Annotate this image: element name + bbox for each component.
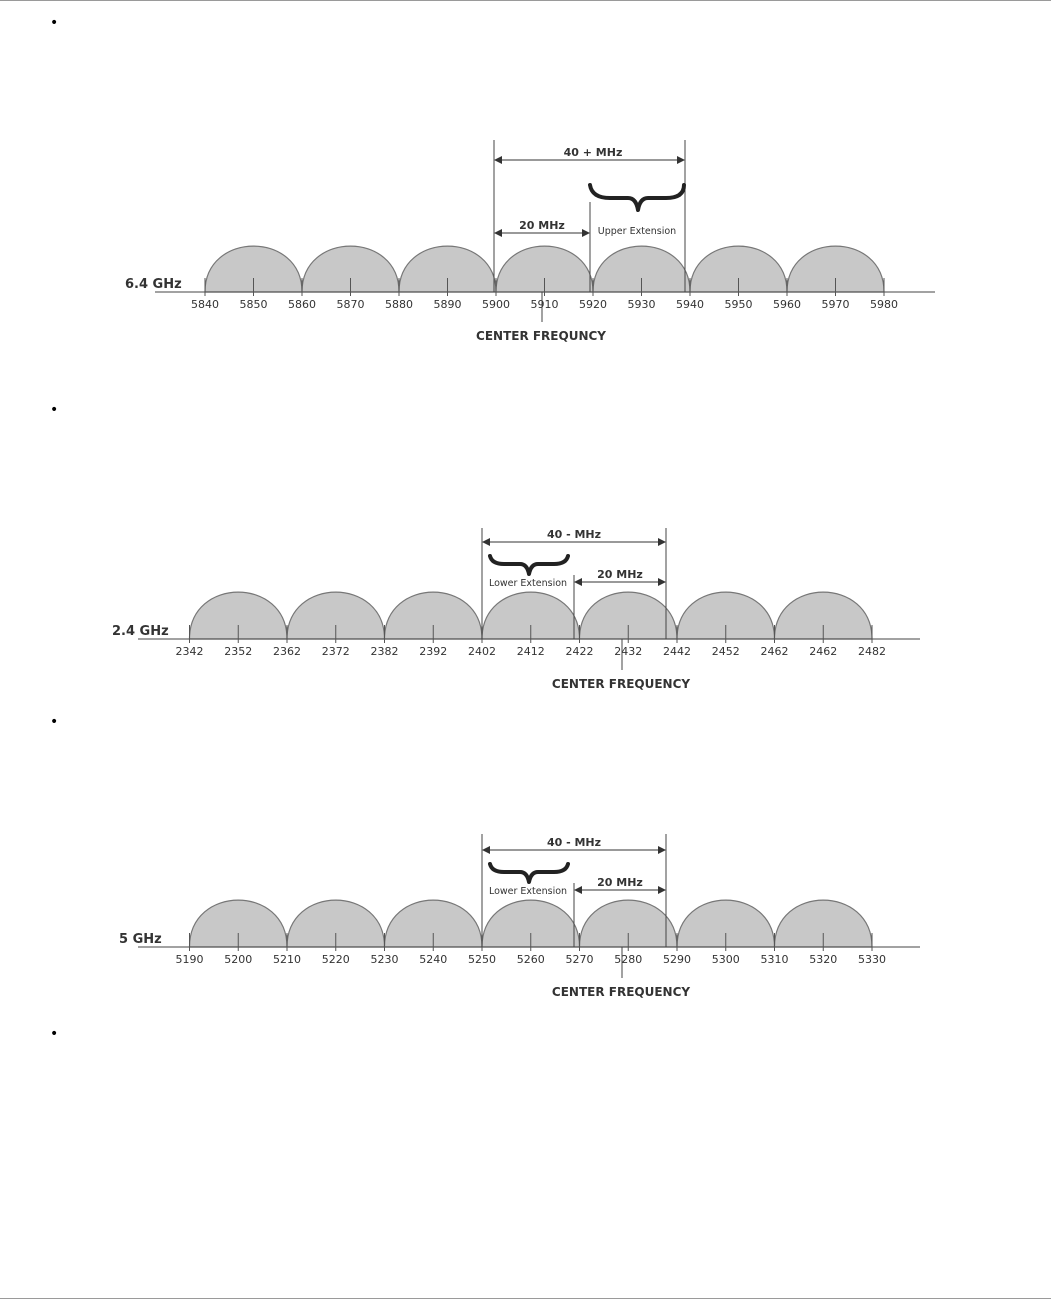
bullet-2: •: [50, 402, 59, 418]
outer-span-label: 40 - MHz: [547, 528, 601, 541]
lower-extension-brace: [488, 862, 570, 884]
tick-label: 5200: [224, 953, 252, 966]
tick-label: 2342: [176, 645, 204, 658]
channel-diagram-2-4-ghz: 2342 2352 2362 2372 2382 2392 2402 2412 2422 2432…: [112, 528, 920, 691]
tick-label: 2462: [761, 645, 789, 658]
tick-label: 5210: [273, 953, 301, 966]
inner-span-arrow: [574, 578, 666, 586]
tick-label: 5980: [870, 298, 898, 311]
channel-dome: [204, 245, 303, 293]
channel-dome: [495, 245, 594, 293]
tick-label: 5910: [531, 298, 559, 311]
channel-dome: [592, 245, 691, 293]
outer-span-arrow: [482, 846, 666, 854]
channel-dome: [383, 591, 483, 640]
tick-label: 5230: [371, 953, 399, 966]
tick-label: 5930: [628, 298, 656, 311]
channel-dome: [773, 899, 873, 948]
tick-label: 2442: [663, 645, 691, 658]
channel-diagram-6-4-ghz: 5840 5850 5860 5870 5880 5890 5900 5910 5920 5930…: [125, 140, 935, 343]
tick-label: 5950: [725, 298, 753, 311]
tick-label: 5270: [566, 953, 594, 966]
tick-label: 5320: [809, 953, 837, 966]
band-label: 5 GHz: [119, 932, 162, 947]
tick-label: 5970: [822, 298, 850, 311]
extension-label: Lower Extension: [489, 578, 567, 589]
bullet-4: •: [50, 1026, 59, 1042]
tick-label: 5920: [579, 298, 607, 311]
upper-extension-brace: [588, 183, 686, 212]
tick-label: 5880: [385, 298, 413, 311]
tick-label: 5250: [468, 953, 496, 966]
extension-label: Upper Extension: [598, 226, 676, 237]
bullet-3: •: [50, 714, 59, 730]
band-label: 2.4 GHz: [112, 624, 169, 639]
channel-dome: [398, 245, 497, 293]
tick-label: 2392: [419, 645, 447, 658]
tick-label: 2402: [468, 645, 496, 658]
tick-label: 5860: [288, 298, 316, 311]
tick-label: 2372: [322, 645, 350, 658]
bottom-rule: [0, 1298, 1051, 1299]
inner-span-label: 20 MHz: [597, 876, 643, 889]
channel-dome: [578, 899, 678, 948]
tick-label: 2352: [224, 645, 252, 658]
bullet-1: •: [50, 15, 59, 31]
tick-label: 5260: [517, 953, 545, 966]
tick-label: 5240: [419, 953, 447, 966]
channel-dome: [481, 591, 581, 640]
center-frequency-label: CENTER FREQUNCY: [476, 329, 606, 343]
channel-dome: [773, 591, 873, 640]
tick-label: 2452: [712, 645, 740, 658]
channel-dome: [188, 591, 288, 640]
channel-dome: [786, 245, 885, 293]
tick-label: 5190: [176, 953, 204, 966]
tick-label: 2482: [858, 645, 886, 658]
tick-label: 5900: [482, 298, 510, 311]
tick-label: 2462: [809, 645, 837, 658]
inner-span-label: 20 MHz: [519, 219, 565, 232]
outer-span-arrow: [494, 156, 685, 164]
tick-label: 2412: [517, 645, 545, 658]
tick-label: 2382: [371, 645, 399, 658]
tick-label: 5960: [773, 298, 801, 311]
center-frequency-label: CENTER FREQUENCY: [552, 677, 690, 691]
tick-label: 5280: [614, 953, 642, 966]
tick-label: 5310: [761, 953, 789, 966]
inner-span-arrow: [494, 229, 590, 237]
outer-span-label: 40 - MHz: [547, 836, 601, 849]
tick-label: 5290: [663, 953, 691, 966]
channel-dome: [578, 591, 678, 640]
channel-dome: [286, 899, 386, 948]
channel-dome: [689, 245, 788, 293]
tick-label: 2362: [273, 645, 301, 658]
lower-extension-brace: [488, 554, 570, 576]
tick-label: 5850: [240, 298, 268, 311]
tick-label: 5220: [322, 953, 350, 966]
channel-diagram-5-ghz: 5190 5200 5210 5220 5230 5240 5250 5260 5270 5280…: [119, 834, 920, 999]
tick-label: 5300: [712, 953, 740, 966]
inner-span-label: 20 MHz: [597, 568, 643, 581]
channel-dome: [301, 245, 400, 293]
tick-label: 5870: [337, 298, 365, 311]
channel-dome: [286, 591, 386, 640]
tick-label: 5840: [191, 298, 219, 311]
channel-dome: [676, 899, 776, 948]
tick-label: 2422: [566, 645, 594, 658]
extension-label: Lower Extension: [489, 886, 567, 897]
inner-span-arrow: [574, 886, 666, 894]
band-label: 6.4 GHz: [125, 277, 182, 292]
channel-dome: [481, 899, 581, 948]
center-frequency-label: CENTER FREQUENCY: [552, 985, 690, 999]
top-rule: [0, 0, 1051, 1]
tick-label: 2432: [614, 645, 642, 658]
channel-dome: [383, 899, 483, 948]
channel-dome: [188, 899, 288, 948]
outer-span-label: 40 + MHz: [564, 146, 623, 159]
outer-span-arrow: [482, 538, 666, 546]
tick-label: 5890: [434, 298, 462, 311]
tick-label: 5940: [676, 298, 704, 311]
tick-label: 5330: [858, 953, 886, 966]
channel-dome: [676, 591, 776, 640]
